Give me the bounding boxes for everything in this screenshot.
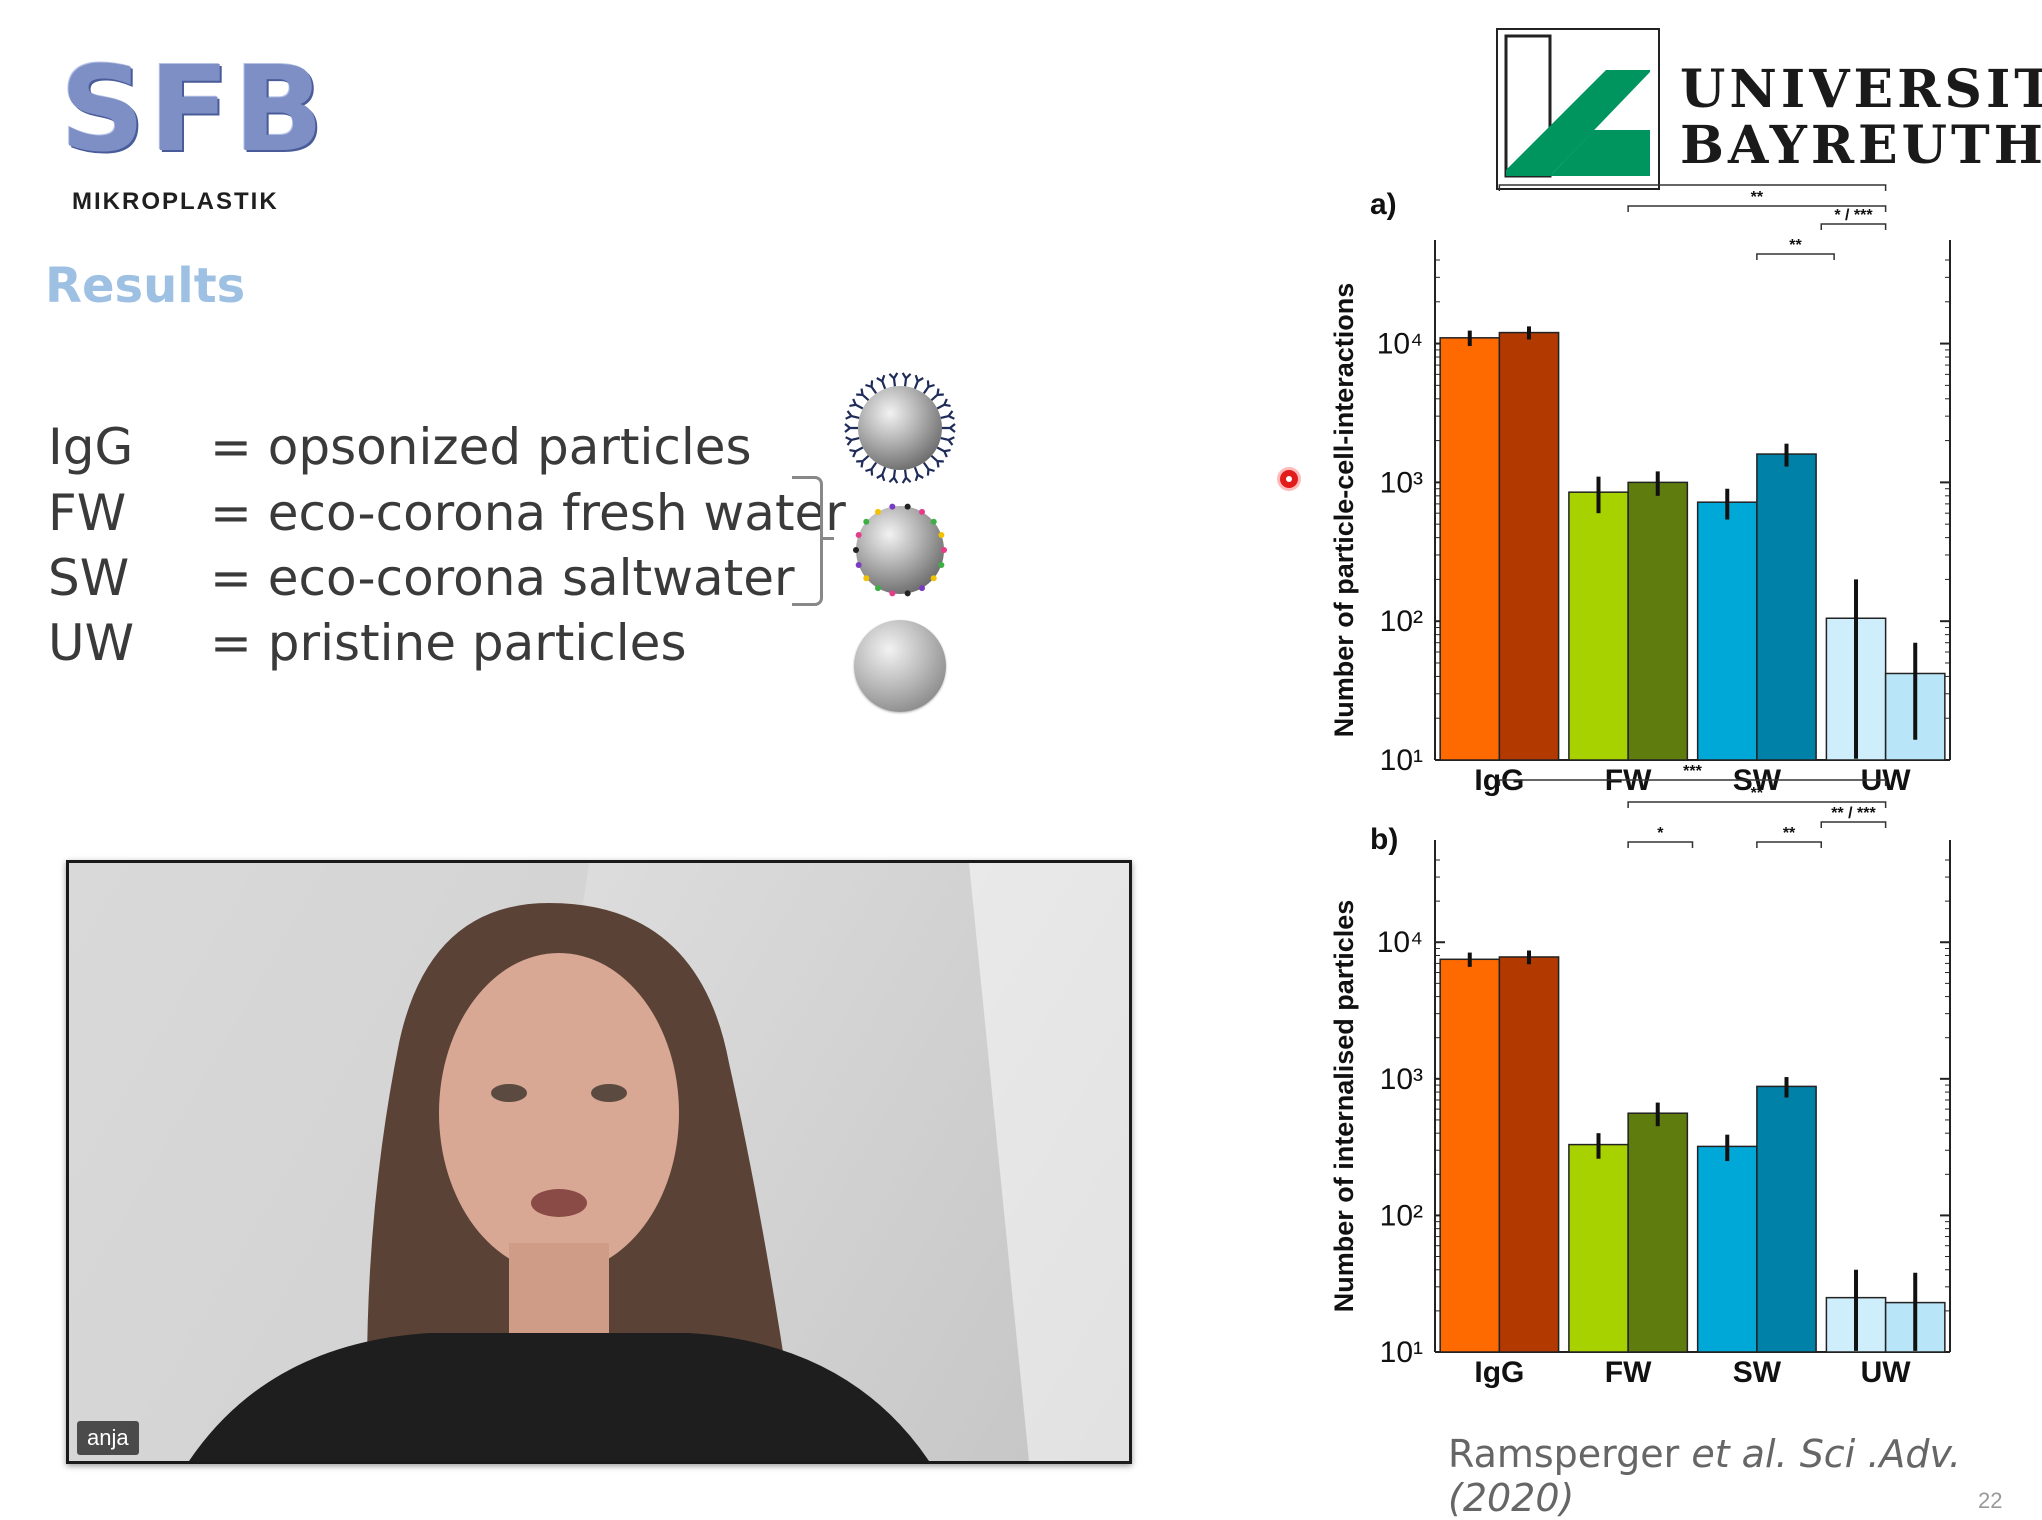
significance-label: ** / ***	[1831, 805, 1876, 822]
citation: Ramsperger et al. Sci .Adv. (2020)	[1448, 1432, 2042, 1520]
significance-bracket	[1498, 184, 1887, 191]
significance-bracket	[1627, 801, 1887, 808]
eco-corona-bracket	[792, 476, 834, 606]
bar	[1439, 958, 1501, 1353]
y-tick-label: 10⁴	[1377, 328, 1423, 361]
bar	[1627, 1112, 1689, 1353]
y-tick-label: 10²	[1380, 1199, 1423, 1232]
significance-label: *	[1657, 825, 1664, 842]
university-name-line2: BAYREUTH	[1680, 115, 2042, 176]
significance-bracket	[1820, 821, 1887, 828]
bar	[1627, 481, 1689, 761]
eco-corona-particle-icon	[850, 500, 950, 600]
university-name: UNIVERSITÄT BAYREUTH	[1680, 62, 2042, 174]
significance-bracket	[1756, 253, 1835, 260]
significance-bracket	[1498, 779, 1887, 786]
x-tick-label: UW	[1861, 1356, 1912, 1389]
participant-name-tag: anja	[77, 1421, 139, 1455]
x-tick-label: SW	[1733, 1356, 1782, 1389]
significance-label: **	[1751, 785, 1764, 802]
sfb-logo-text: SFB	[60, 40, 328, 178]
legend-abbr: SW	[48, 549, 130, 607]
significance-label: ***	[1683, 763, 1702, 780]
y-axis-label: Number of internalised particles	[1329, 900, 1359, 1313]
bar	[1696, 1145, 1758, 1353]
y-tick-label: 10²	[1380, 605, 1423, 638]
university-name-line1: UNIVERSITÄT	[1680, 59, 2042, 120]
significance-label: ***	[1683, 180, 1702, 185]
charts-figure: a) 10¹ 10² 10³ 10⁴ Number of particle-cell-in…	[1329, 180, 1951, 1389]
bar	[1568, 1143, 1629, 1353]
legend-desc: = opsonized particles	[210, 418, 752, 476]
laser-pointer-icon	[1280, 470, 1298, 488]
x-tick-label: IgG	[1474, 1356, 1524, 1389]
legend-row-uw: UW = pristine particles	[48, 614, 687, 672]
legend-abbr: UW	[48, 614, 135, 672]
panel-label: a)	[1370, 188, 1397, 221]
bar	[1756, 1085, 1817, 1353]
significance-label: **	[1783, 825, 1796, 842]
citation-etal: et al. Sci .Adv. (2020)	[1448, 1432, 1962, 1520]
panel-label: b)	[1370, 823, 1398, 856]
legend-row-sw: SW = eco-corona saltwater	[48, 549, 795, 607]
bar	[1498, 331, 1560, 761]
participant-video[interactable]: anja	[66, 860, 1132, 1464]
sfb-mikroplastik-logo: SFB MIKROPLASTIK	[50, 40, 324, 230]
chart-a: a) 10¹ 10² 10³ 10⁴ Number of particle-cell-in…	[1329, 180, 1951, 797]
video-frame	[69, 863, 1129, 1461]
opsonized-particle-icon	[840, 368, 960, 488]
significance-bracket	[1627, 205, 1887, 212]
citation-author: Ramsperger	[1448, 1432, 1692, 1476]
significance-bracket	[1756, 841, 1822, 848]
bar	[1568, 491, 1629, 761]
slide-title: Results	[45, 258, 246, 314]
legend-abbr: FW	[48, 484, 127, 542]
legend-desc: = eco-corona saltwater	[210, 549, 795, 607]
y-axis-label: Number of particle-cell-interactions	[1329, 283, 1359, 738]
significance-label: **	[1789, 237, 1802, 254]
legend-desc: = pristine particles	[210, 614, 687, 672]
university-logo-icon	[1496, 28, 1660, 190]
bar	[1439, 337, 1501, 761]
significance-label: * / ***	[1834, 207, 1873, 224]
significance-bracket	[1627, 841, 1694, 848]
y-tick-label: 10¹	[1380, 1336, 1423, 1369]
legend-row-fw: FW = eco-corona fresh water	[48, 484, 846, 542]
legend-row-igg: IgG = opsonized particles	[48, 418, 752, 476]
y-tick-label: 10³	[1380, 1063, 1423, 1096]
chart-b: b) 10¹ 10² 10³ 10⁴ Number of internalised par…	[1329, 763, 1951, 1389]
significance-bracket	[1820, 223, 1887, 230]
significance-label: **	[1751, 189, 1764, 206]
y-tick-label: 10⁴	[1377, 926, 1423, 959]
bar	[1498, 956, 1560, 1353]
bar	[1756, 453, 1817, 761]
y-tick-label: 10¹	[1380, 744, 1423, 777]
y-tick-label: 10³	[1380, 466, 1423, 499]
bar	[1696, 501, 1758, 761]
page-number: 22	[1978, 1488, 2003, 1513]
sfb-logo-subtitle: MIKROPLASTIK	[72, 188, 279, 215]
legend-abbr: IgG	[48, 418, 134, 476]
pristine-particle-icon	[854, 620, 946, 712]
legend-desc: = eco-corona fresh water	[210, 484, 846, 542]
x-tick-label: FW	[1605, 1356, 1652, 1389]
